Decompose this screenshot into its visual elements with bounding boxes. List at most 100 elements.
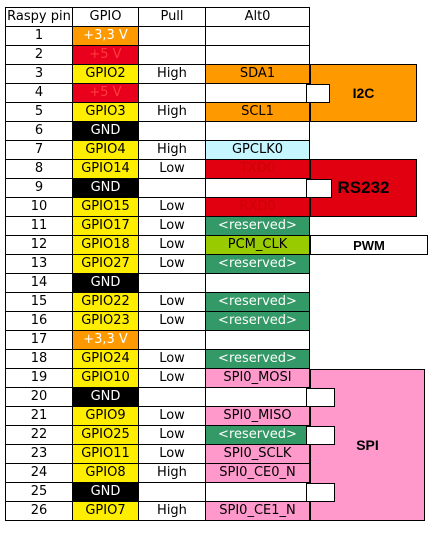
gpio-cell: +5 V <box>72 45 139 65</box>
gpio-cell: GND <box>72 387 139 407</box>
pull-cell: Low <box>138 444 206 464</box>
pin-cell: 24 <box>5 463 73 483</box>
pin-row: 18 GPIO24 Low <reserved> <box>5 349 310 369</box>
i2c-notch <box>306 84 330 103</box>
alt0-cell: SCL1 <box>205 102 310 122</box>
header-pull: Pull <box>138 7 206 27</box>
alt0-cell <box>205 330 310 350</box>
pin-row: 16 GPIO23 Low <reserved> <box>5 311 310 331</box>
alt0-cell: SPI0_SCLK <box>205 444 310 464</box>
pull-cell <box>138 26 206 46</box>
pin-cell: 20 <box>5 387 73 407</box>
pin-cell: 6 <box>5 121 73 141</box>
pin-cell: 7 <box>5 140 73 160</box>
header-alt0: Alt0 <box>205 7 310 27</box>
pin-row: 7 GPIO4 High GPCLK0 <box>5 140 310 160</box>
gpio-cell: +3,3 V <box>72 26 139 46</box>
gpio-cell: GPIO22 <box>72 292 139 312</box>
pull-cell: High <box>138 140 206 160</box>
gpio-cell: GPIO18 <box>72 235 139 255</box>
pull-cell: Low <box>138 349 206 369</box>
alt0-cell <box>205 83 310 103</box>
header-pin: Raspy pin <box>5 7 73 27</box>
pin-row: 6 GND <box>5 121 310 141</box>
pin-cell: 3 <box>5 64 73 84</box>
pull-cell <box>138 178 206 198</box>
gpio-cell: GPIO24 <box>72 349 139 369</box>
pin-cell: 18 <box>5 349 73 369</box>
alt0-cell: <reserved> <box>205 254 310 274</box>
pin-cell: 9 <box>5 178 73 198</box>
pin-row: 25 GND <box>5 482 310 502</box>
pin-row: 11 GPIO17 Low <reserved> <box>5 216 310 236</box>
pull-cell: High <box>138 64 206 84</box>
pin-cell: 22 <box>5 425 73 445</box>
alt0-cell <box>205 482 310 502</box>
gpio-cell: GND <box>72 273 139 293</box>
alt0-cell <box>205 45 310 65</box>
alt0-cell: <reserved> <box>205 349 310 369</box>
gpio-cell: GND <box>72 121 139 141</box>
pull-cell <box>138 482 206 502</box>
alt0-cell: SPI0_MOSI <box>205 368 310 388</box>
pin-cell: 8 <box>5 159 73 179</box>
pin-row: 20 GND <box>5 387 310 407</box>
rs232-notch <box>306 179 332 198</box>
pull-cell: Low <box>138 235 206 255</box>
pin-row: 26 GPIO7 High SPI0_CE1_N <box>5 501 310 521</box>
pin-cell: 4 <box>5 83 73 103</box>
pin-cell: 5 <box>5 102 73 122</box>
pull-cell: Low <box>138 425 206 445</box>
gpio-cell: GPIO15 <box>72 197 139 217</box>
gpio-pinout-table: Raspy pin GPIO Pull Alt0 1 +3,3 V 2 +5 V 3 GP… <box>5 7 310 521</box>
pin-row: 17 +3,3 V <box>5 330 310 350</box>
pull-cell: High <box>138 102 206 122</box>
pin-row: 21 GPIO9 Low SPI0_MISO <box>5 406 310 426</box>
pull-cell: High <box>138 501 206 521</box>
gpio-cell: GND <box>72 482 139 502</box>
alt0-cell: TXD0 <box>205 159 310 179</box>
pin-cell: 2 <box>5 45 73 65</box>
gpio-cell: +5 V <box>72 83 139 103</box>
alt0-cell: SDA1 <box>205 64 310 84</box>
pin-row: 13 GPIO27 Low <reserved> <box>5 254 310 274</box>
pull-cell: High <box>138 463 206 483</box>
alt0-cell: <reserved> <box>205 292 310 312</box>
pull-cell: Low <box>138 216 206 236</box>
alt0-cell: SPI0_MISO <box>205 406 310 426</box>
alt0-cell <box>205 26 310 46</box>
pin-row: 15 GPIO22 Low <reserved> <box>5 292 310 312</box>
pull-cell: Low <box>138 197 206 217</box>
alt0-cell: SPI0_CE0_N <box>205 463 310 483</box>
alt0-cell: PCM_CLK <box>205 235 310 255</box>
pin-cell: 16 <box>5 311 73 331</box>
pin-cell: 21 <box>5 406 73 426</box>
alt0-cell <box>205 273 310 293</box>
pin-row: 2 +5 V <box>5 45 310 65</box>
pin-row: 23 GPIO11 Low SPI0_SCLK <box>5 444 310 464</box>
pin-row: 8 GPIO14 Low TXD0 <box>5 159 310 179</box>
alt0-cell <box>205 387 310 407</box>
pin-row: 22 GPIO25 Low <reserved> <box>5 425 310 445</box>
pull-cell <box>138 273 206 293</box>
pin-cell: 26 <box>5 501 73 521</box>
gpio-cell: GPIO7 <box>72 501 139 521</box>
pin-cell: 1 <box>5 26 73 46</box>
gpio-cell: GPIO8 <box>72 463 139 483</box>
header-gpio: GPIO <box>72 7 139 27</box>
gpio-cell: GPIO17 <box>72 216 139 236</box>
spi-notch-22 <box>306 426 335 445</box>
alt0-cell: RXD0 <box>205 197 310 217</box>
gpio-cell: GPIO27 <box>72 254 139 274</box>
pin-row: 4 +5 V <box>5 83 310 103</box>
pull-cell <box>138 330 206 350</box>
gpio-cell: GND <box>72 178 139 198</box>
pin-cell: 10 <box>5 197 73 217</box>
pull-cell: Low <box>138 406 206 426</box>
pin-rows: 1 +3,3 V 2 +5 V 3 GPIO2 High SDA1 4 +5 V 5 GPIO3 Hig… <box>5 26 310 521</box>
pull-cell <box>138 387 206 407</box>
gpio-cell: GPIO11 <box>72 444 139 464</box>
alt0-cell <box>205 178 310 198</box>
gpio-cell: GPIO25 <box>72 425 139 445</box>
pin-row: 1 +3,3 V <box>5 26 310 46</box>
